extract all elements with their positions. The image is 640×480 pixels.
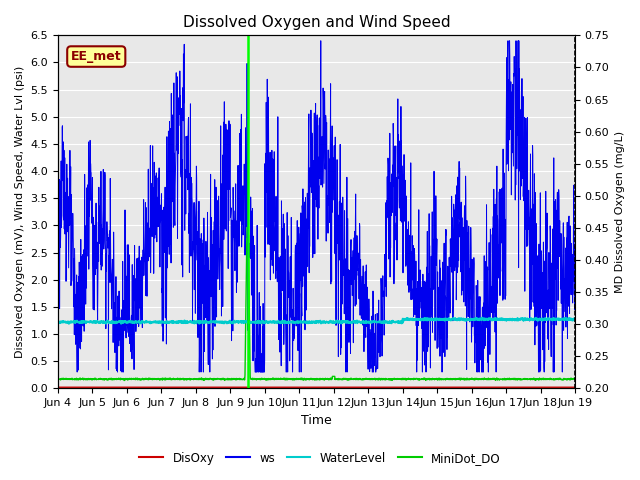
MiniDot_DO [556,375,564,381]
DisOxy [81,384,88,390]
WaterLevel [556,317,564,323]
Y-axis label: MD Dissolved Oxygen (mg/L): MD Dissolved Oxygen (mg/L) [615,131,625,293]
ws [74,369,81,375]
MiniDot_DO [306,376,314,382]
DisOxy [571,384,579,390]
Text: EE_met: EE_met [71,50,122,63]
Line: ws: ws [58,41,575,372]
WaterLevel [65,321,73,326]
DisOxy [461,384,469,390]
ws [461,173,469,179]
MiniDot_DO [461,376,469,382]
MiniDot_DO [54,376,62,382]
DisOxy [292,384,300,390]
Y-axis label: Dissolved Oxygen (mV), Wind Speed, Water Lvl (psi): Dissolved Oxygen (mV), Wind Speed, Water… [15,66,25,358]
MiniDot_DO [120,378,128,384]
WaterLevel [292,319,300,324]
Line: MiniDot_DO: MiniDot_DO [58,182,575,381]
ws [306,243,314,249]
DisOxy [305,384,313,390]
DisOxy [556,384,564,390]
Legend: DisOxy, ws, WaterLevel, MiniDot_DO: DisOxy, ws, WaterLevel, MiniDot_DO [134,447,506,469]
WaterLevel [478,315,486,321]
MiniDot_DO [81,376,88,382]
MiniDot_DO [292,376,300,382]
ws [556,247,564,253]
WaterLevel [557,317,564,323]
ws [292,269,300,275]
WaterLevel [571,317,579,323]
Line: WaterLevel: WaterLevel [58,318,575,324]
DisOxy [556,384,564,390]
ws [571,243,579,249]
WaterLevel [461,317,469,323]
Title: Dissolved Oxygen and Wind Speed: Dissolved Oxygen and Wind Speed [182,15,451,30]
WaterLevel [54,320,62,326]
WaterLevel [306,319,314,325]
X-axis label: Time: Time [301,414,332,427]
ws [317,38,324,44]
MiniDot_DO [571,376,579,382]
WaterLevel [81,319,88,324]
ws [557,252,564,257]
MiniDot_DO [244,180,252,185]
DisOxy [54,384,62,390]
ws [54,285,62,291]
MiniDot_DO [557,376,564,382]
ws [81,171,88,177]
